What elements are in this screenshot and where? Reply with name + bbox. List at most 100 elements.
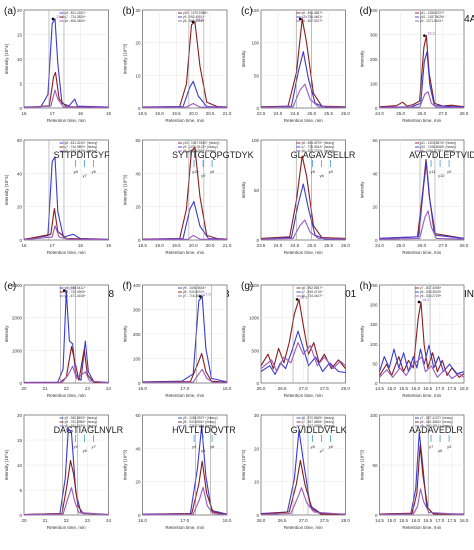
y-tick-label: 0 [256, 238, 259, 243]
x-tick-label: 21 [43, 518, 49, 523]
x-tick-label: 26.0 [417, 243, 426, 248]
y-axis-label: Intensity [360, 50, 365, 68]
series-line-blue [260, 330, 346, 375]
x-axis-label: Retention time, min [402, 118, 441, 123]
peak-retention-label: 16.2 [422, 298, 429, 302]
x-tick-label: 16.0 [411, 386, 420, 391]
y-tick-label: 0 [256, 381, 259, 386]
peak-marker [62, 289, 66, 292]
fragment-ion-label: y6 [438, 448, 443, 453]
fragment-ion-label: y6 [92, 169, 97, 174]
legend-entry: y6 - 657.3917+ [301, 19, 322, 23]
x-tick-label: 18 [78, 243, 84, 248]
x-axis-label: Retention time, min [284, 118, 323, 123]
y-tick-label: 40 [372, 171, 378, 176]
legend-entry: y9 - 955.5411+ [64, 286, 85, 290]
y-tick-label: 1000 [249, 316, 260, 321]
plot-frame [142, 9, 228, 109]
series-line-purple [379, 210, 465, 240]
fragment-ion-label: y10 [192, 169, 199, 174]
y-tick-label: 100 [370, 413, 378, 418]
y-tick-label: 40 [135, 446, 141, 451]
legend-entry: y6 - 734.4447+ [301, 294, 322, 298]
y-tick-label: 500 [251, 348, 259, 353]
x-tick-label: 18.0 [223, 386, 232, 391]
x-tick-label: 23.5 [257, 243, 266, 248]
x-tick-label: 19.0 [155, 243, 164, 248]
y-tick-label: 20 [135, 205, 141, 210]
panel-d: (d)TUBA4A010020030040024.025.026.027.028… [360, 6, 474, 255]
y-axis-label: Intensity (10^3) [123, 174, 128, 205]
x-tick-label: 22 [64, 518, 70, 523]
x-axis-label: Retention time, min [47, 118, 86, 123]
panel-label: (b) [123, 6, 135, 17]
x-tick-label: 18.5 [138, 111, 147, 116]
series-line-purple [23, 365, 109, 384]
legend-entry: y7 - 744.3890+ (heavy) [64, 145, 97, 149]
x-tick-label: 24.5 [290, 111, 299, 116]
legend-entry: y8 - 970.5669+ (heavy) [301, 416, 334, 420]
fragment-ion-label: y7 [320, 448, 325, 453]
peak-retention-label: 22.3 [67, 287, 74, 291]
plot-frame [379, 284, 465, 384]
peak-retention-label: 26.2 [427, 32, 434, 36]
x-tick-label: 26.5 [278, 386, 287, 391]
series-line-purple [379, 91, 465, 109]
y-tick-label: 200 [370, 57, 378, 62]
peak-retention-label: 17.6 [203, 292, 210, 296]
fragment-ion-label: y10 [438, 173, 445, 178]
fragment-ion-label: y9 [192, 444, 197, 449]
x-axis-label: Retention time, min [47, 393, 86, 398]
x-tick-label: 24.5 [290, 243, 299, 248]
fragment-ion-label: y8 [311, 444, 316, 449]
fragment-ion-label: y7 [429, 444, 434, 449]
x-tick-label: 15.0 [387, 518, 396, 523]
series-line-dark_red [23, 208, 109, 241]
y-tick-label: 50 [372, 463, 378, 468]
legend-entry: y10 - 1079.5366+ [183, 11, 208, 15]
y-tick-label: 0 [138, 381, 141, 386]
x-tick-label: 16 [21, 111, 27, 116]
y-tick-label: 40 [17, 171, 23, 176]
legend-entry: y11 - 1304.6874+ (heavy) [420, 141, 456, 145]
x-tick-label: 28.0 [460, 243, 469, 248]
y-tick-label: 10 [254, 480, 260, 485]
series-line-blue [23, 18, 109, 108]
x-tick-label: 21.0 [223, 243, 232, 248]
legend-entry: y6 - 627.3703+ (heavy) [301, 149, 334, 153]
x-tick-label: 19.0 [155, 111, 164, 116]
x-tick-label: 26.0 [341, 111, 350, 116]
legend-entry: y10 - 1187.6026+ [420, 15, 445, 19]
legend-entry: y7 - 849.4716+ [301, 290, 322, 294]
x-tick-label: 17 [50, 111, 56, 116]
y-tick-label: 60 [17, 138, 23, 143]
y-tick-label: 100 [370, 82, 378, 87]
y-tick-label: 15 [17, 438, 23, 443]
y-tick-label: 250 [370, 283, 378, 288]
peak-marker [298, 17, 302, 21]
legend-entry: y10 - 1087.5510+ (heavy) [183, 141, 219, 145]
x-tick-label: 16.5 [423, 386, 432, 391]
x-tick-label: 24.0 [375, 111, 384, 116]
y-tick-label: 0 [256, 513, 259, 518]
y-tick-label: 50 [254, 188, 260, 193]
series-line-dark_red [260, 155, 346, 239]
series-line-purple [23, 487, 109, 516]
x-tick-label: 15.5 [399, 518, 408, 523]
x-tick-label: 16 [21, 243, 27, 248]
x-tick-label: 18.0 [460, 518, 469, 523]
series-line-purple [23, 225, 109, 241]
fragment-ion-label: y6 [320, 173, 325, 178]
legend-entry: y7 - 857.4858+ (heavy) [301, 420, 334, 424]
x-axis-label: Retention time, min [402, 250, 441, 255]
y-axis-label: Intensity [241, 181, 246, 199]
x-tick-label: 25.5 [324, 243, 333, 248]
x-tick-label: 25.0 [396, 243, 405, 248]
y-tick-label: 1000 [12, 348, 23, 353]
fragment-ion-label: y11 [429, 169, 436, 174]
legend-entry: y8 - 831.4210+ (heavy) [64, 141, 97, 145]
series-line-dark_red [142, 460, 228, 516]
peak-marker [423, 34, 426, 37]
y-tick-label: 5 [19, 82, 22, 87]
series-line-purple [142, 368, 228, 384]
